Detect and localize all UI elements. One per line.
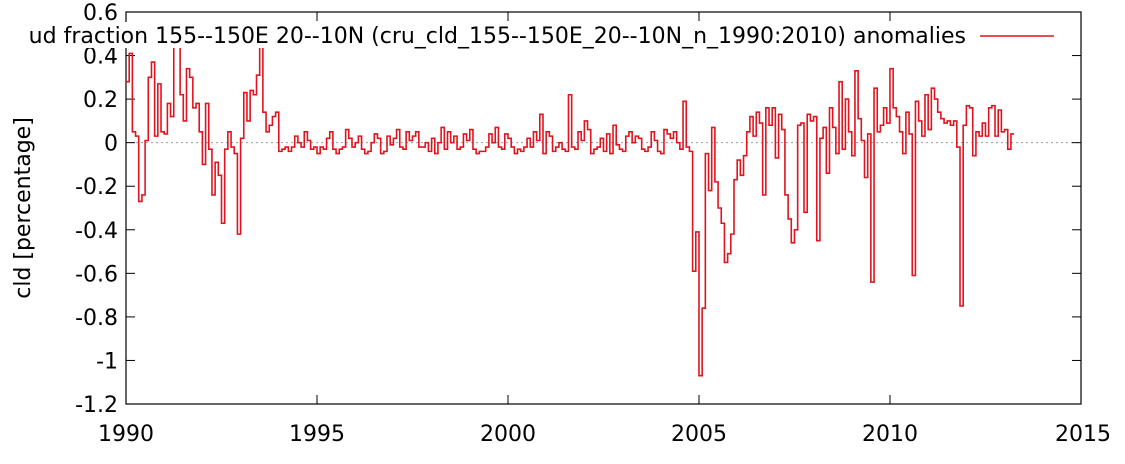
series-line — [126, 35, 1015, 377]
y-tick-label: -0.6 — [75, 262, 118, 287]
chart-title: ud fraction 155--150E 20--10N (cru_cld_1… — [29, 24, 966, 49]
plot-frame — [125, 11, 1082, 405]
y-tick-label: -1 — [96, 349, 118, 374]
y-tick-label: 0.6 — [83, 1, 118, 26]
y-tick-label: -0.2 — [75, 175, 118, 200]
x-tick-label: 1990 — [98, 422, 154, 447]
y-tick-label: 0.4 — [83, 45, 118, 70]
y-tick-label: 0 — [104, 132, 118, 157]
x-tick-label: 2010 — [862, 422, 918, 447]
x-tick-label: 2005 — [671, 422, 727, 447]
x-tick-label: 2015 — [1055, 422, 1111, 447]
x-tick-label: 1995 — [289, 422, 345, 447]
y-tick-label: -1.2 — [75, 393, 118, 418]
y-axis-ticks: 0.6 0.4 0.2 0 -0.2 -0.4 -0.6 -0.8 -1 -1.2 — [75, 1, 1081, 418]
plot-border — [125, 11, 1082, 405]
y-tick-label: -0.4 — [75, 219, 118, 244]
x-tick-label: 2000 — [480, 422, 536, 447]
y-axis-label: cld [percentage] — [11, 117, 36, 299]
x-axis-ticks: 1990 1995 2000 2005 2010 2015 — [98, 12, 1111, 447]
y-tick-label: -0.8 — [75, 306, 118, 331]
y-tick-label: 0.2 — [83, 88, 118, 113]
title-background — [0, 22, 968, 48]
